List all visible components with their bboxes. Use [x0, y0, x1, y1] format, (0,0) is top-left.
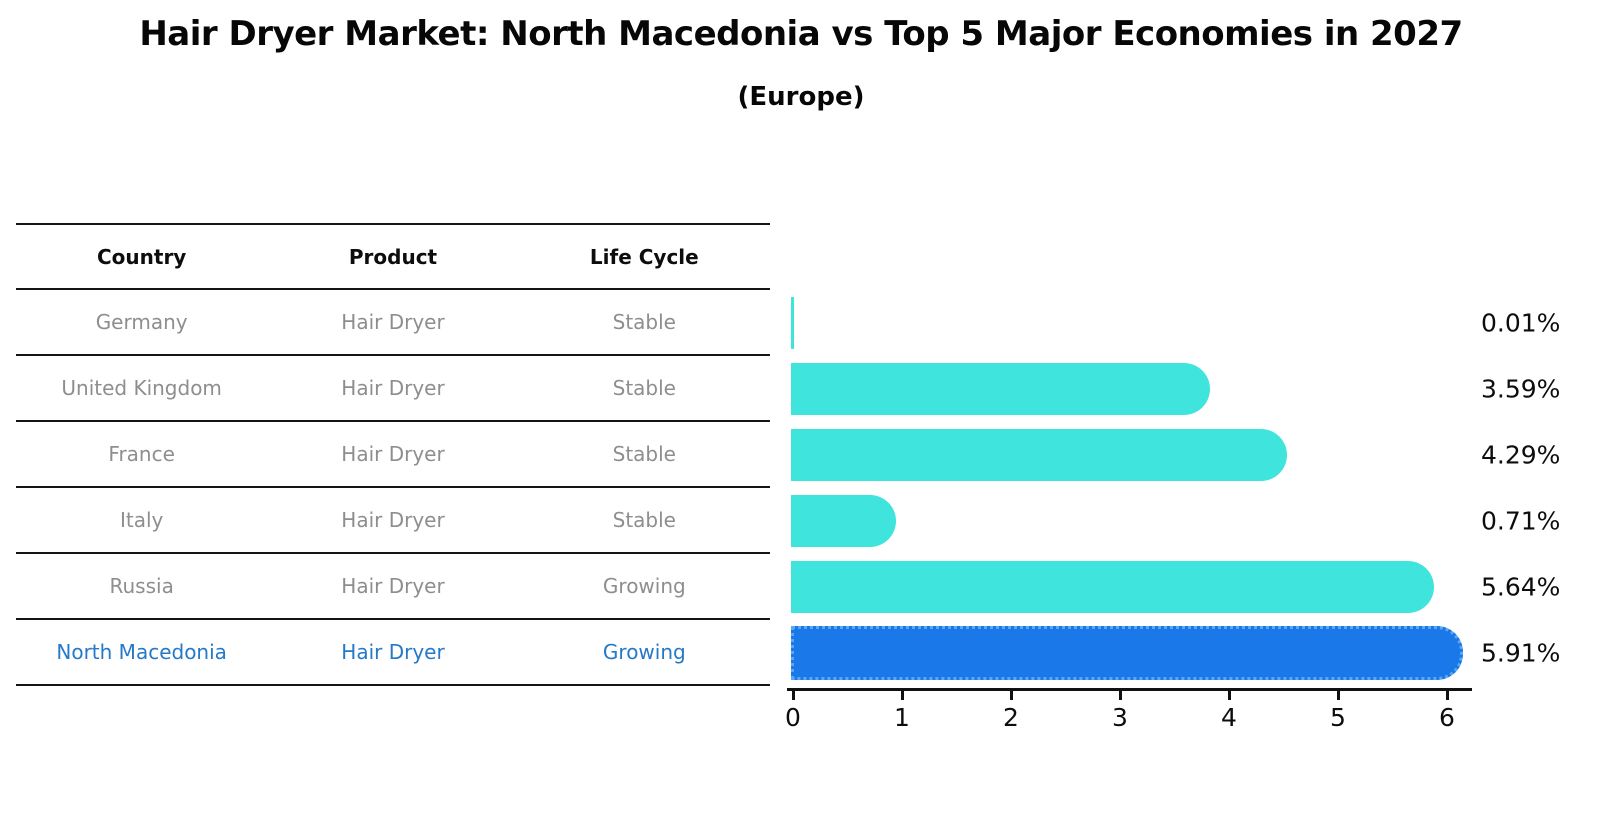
x-axis-tick-label: 4 [1221, 703, 1237, 732]
table-row-france: France Hair Dryer Stable [16, 422, 770, 488]
table-header-product: Product [348, 244, 438, 269]
table-cell-product: Hair Dryer [341, 508, 445, 532]
bar-value-label: 5.91% [1481, 638, 1561, 668]
x-axis-tick [1010, 691, 1013, 700]
x-axis-tick-label: 1 [894, 703, 910, 732]
table-header-country: Country [96, 244, 187, 269]
x-axis-tick [1119, 691, 1122, 700]
table-cell-product: Hair Dryer [341, 442, 445, 466]
x-axis-tick-label: 5 [1330, 703, 1346, 732]
table-cell-country: United Kingdom [61, 376, 222, 400]
bar-united-kingdom [791, 363, 1211, 415]
x-axis-tick [1228, 691, 1231, 700]
table-cell-life-cycle: Growing [602, 640, 686, 664]
table-cell-product: Hair Dryer [341, 640, 445, 664]
bar-value-label: 0.01% [1481, 308, 1561, 338]
table-row-germany: Germany Hair Dryer Stable [16, 290, 770, 356]
table-body: Germany Hair Dryer Stable United Kingdom Hai… [16, 290, 770, 686]
x-axis-tick-label: 2 [1003, 703, 1019, 732]
bar-russia [791, 561, 1434, 613]
bar-value-label: 3.59% [1481, 374, 1561, 404]
table-cell-country: France [108, 442, 175, 466]
bar-italy [791, 495, 897, 547]
table-cell-life-cycle: Stable [612, 442, 676, 466]
table-header-row: Country Product Life Cycle [16, 223, 770, 290]
table-row-united-kingdom: United Kingdom Hair Dryer Stable [16, 356, 770, 422]
table-row-italy: Italy Hair Dryer Stable [16, 488, 770, 554]
x-axis-tick [1337, 691, 1340, 700]
x-axis-tick-label: 0 [785, 703, 801, 732]
table-cell-product: Hair Dryer [341, 376, 445, 400]
table-cell-life-cycle: Stable [612, 310, 676, 334]
table-cell-country: Italy [119, 508, 164, 532]
bar-france [791, 429, 1287, 481]
table-cell-country: North Macedonia [56, 640, 227, 664]
table-cell-country: Russia [109, 574, 174, 598]
x-axis-line [787, 688, 1472, 691]
table-cell-product: Hair Dryer [341, 310, 445, 334]
table-cell-product: Hair Dryer [341, 574, 445, 598]
table-cell-life-cycle: Growing [602, 574, 686, 598]
bar-value-label: 5.64% [1481, 572, 1561, 602]
bar-value-label: 0.71% [1481, 506, 1561, 536]
chart-title: Hair Dryer Market: North Macedonia vs To… [139, 14, 1463, 54]
x-axis-tick [792, 691, 795, 700]
table-cell-life-cycle: Stable [612, 508, 676, 532]
x-axis-tick [1446, 691, 1449, 700]
x-axis-tick [901, 691, 904, 700]
bar-north-macedonia [791, 626, 1464, 680]
table-row-north-macedonia: North Macedonia Hair Dryer Growing [16, 620, 770, 686]
table-cell-life-cycle: Stable [612, 376, 676, 400]
table-header-life-cycle: Life Cycle [589, 244, 699, 269]
bar-germany [791, 297, 794, 349]
table-cell-country: Germany [95, 310, 188, 334]
chart-subtitle: (Europe) [737, 82, 865, 112]
x-axis-tick-label: 6 [1439, 703, 1455, 732]
x-axis-tick-label: 3 [1112, 703, 1128, 732]
country-table: Country Product Life Cycle Germany Hair D… [16, 223, 770, 686]
table-row-russia: Russia Hair Dryer Growing [16, 554, 770, 620]
bar-value-label: 4.29% [1481, 440, 1561, 470]
